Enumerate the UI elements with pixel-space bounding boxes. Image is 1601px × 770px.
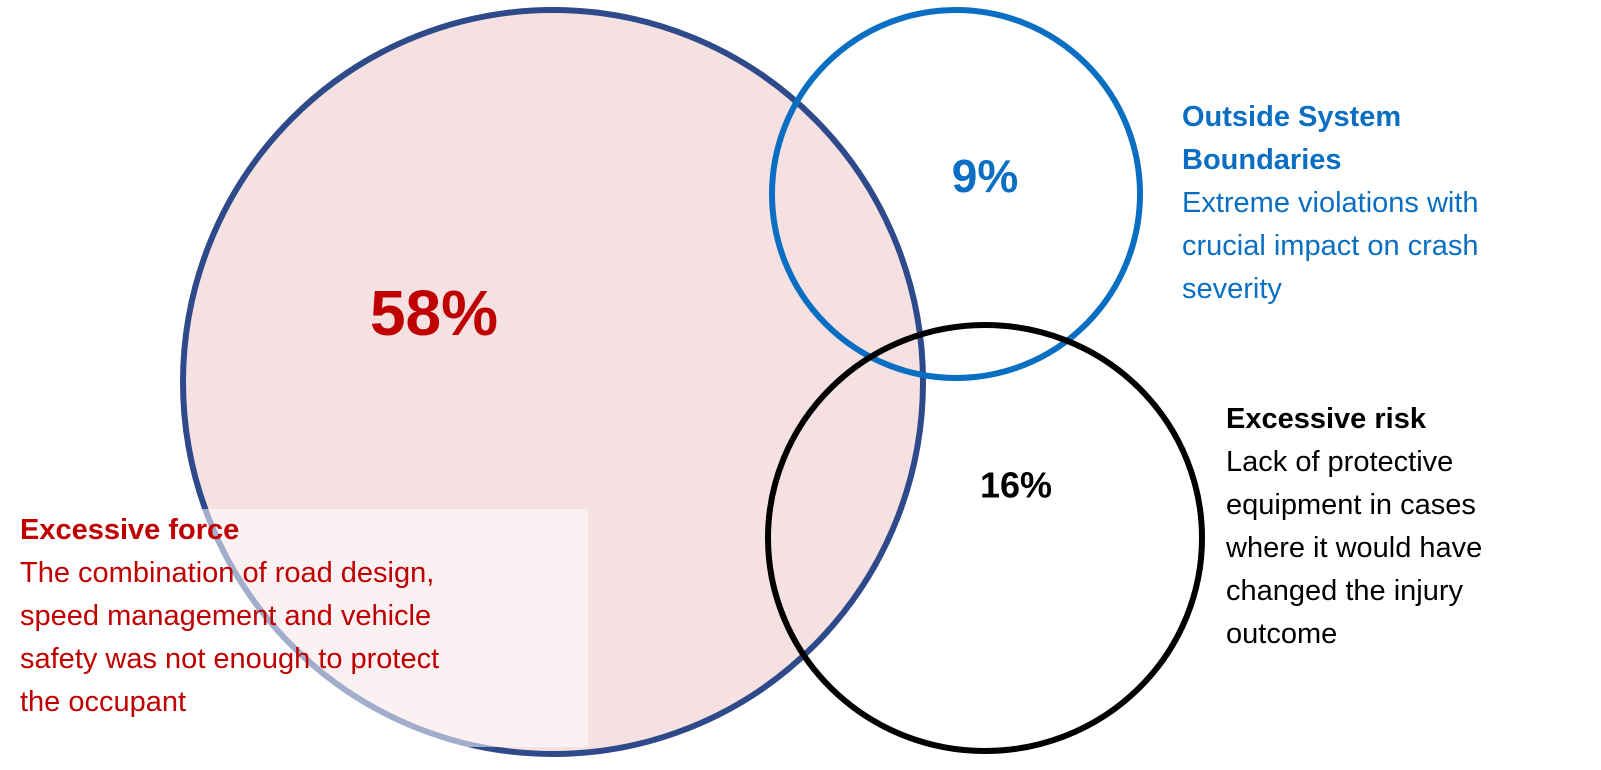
- excessive-force-percent: 58%: [370, 277, 498, 349]
- outside-boundaries-percent: 9%: [952, 150, 1018, 202]
- excessive-force-title: Excessive force: [20, 514, 240, 546]
- excessive-force-description: The combination of road design, speed ma…: [20, 557, 440, 718]
- excessive-risk-title: Excessive risk: [1226, 403, 1426, 435]
- outside-boundaries-title: Outside System Boundaries: [1182, 101, 1402, 176]
- outside-boundaries-label: Outside System Boundaries Extreme violat…: [1182, 96, 1592, 311]
- outside-boundaries-circle: [769, 7, 1143, 381]
- excessive-risk-label: Excessive risk Lack of protective equipm…: [1226, 398, 1596, 656]
- outside-boundaries-description: Extreme violations with crucial impact o…: [1182, 187, 1479, 305]
- excessive-risk-circle: [765, 322, 1205, 754]
- excessive-risk-percent: 16%: [980, 465, 1052, 506]
- excessive-risk-description: Lack of protective equipment in cases wh…: [1226, 446, 1483, 650]
- excessive-force-label: Excessive force The combination of road …: [0, 509, 588, 747]
